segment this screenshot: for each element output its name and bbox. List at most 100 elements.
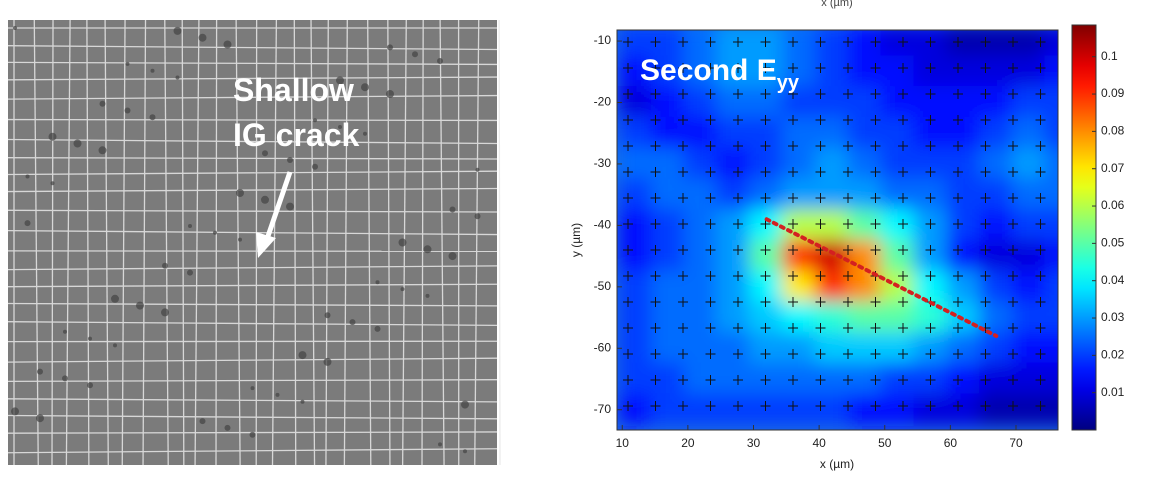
x-tick-label: 20 [681,436,695,450]
heat-cell [848,240,883,273]
micro-spot [224,41,232,49]
heat-cell [946,363,981,396]
micro-spot [399,239,407,247]
heat-cell [946,332,981,365]
heat-cell [782,178,817,211]
heat-cell [782,209,817,242]
micro-spot [476,168,480,172]
micro-spot [74,140,82,148]
colorbar-tick-label: 0.04 [1101,273,1125,287]
heat-cell [913,332,948,365]
micro-spot [238,238,242,242]
heat-cell [880,332,915,365]
heat-cell [651,393,686,426]
heat-cell [651,301,686,334]
heat-cell [749,209,784,242]
micro-spot [450,207,456,213]
micro-spot [324,358,332,366]
micro-spot [36,414,44,422]
heat-cell [946,178,981,211]
heat-cell [651,209,686,242]
heat-cell [618,117,653,150]
heat-cell [716,209,751,242]
y-tick-label: -30 [594,156,612,170]
micro-spot [151,69,155,73]
y-tick-label: -40 [594,218,612,232]
heat-cell [618,393,653,426]
micro-spot [426,294,430,298]
heat-cell [979,117,1014,150]
micro-spot [25,220,31,226]
heat-cell [848,301,883,334]
annotation: Shallow [233,72,354,108]
heat-cell [979,86,1014,119]
heat-cell [716,178,751,211]
heat-cell [684,270,719,303]
heat-cell [684,301,719,334]
heat-cell [848,332,883,365]
heat-cell [749,117,784,150]
heat-cell [618,240,653,273]
heat-cell [880,178,915,211]
heat-cell [913,240,948,273]
micro-spot [301,400,305,404]
micro-spot [37,369,43,375]
heat-cell [651,240,686,273]
x-tick-label: 60 [944,436,958,450]
heat-cell [1012,363,1047,396]
heat-cell [618,270,653,303]
heat-cell [946,117,981,150]
micro-spot [475,213,481,219]
heat-cell [815,332,850,365]
x-tick-label: 30 [747,436,761,450]
micro-spot [386,90,394,98]
heat-cell [946,209,981,242]
heat-cell [979,363,1014,396]
micro-spot [188,224,192,228]
micro-spot [376,280,380,284]
micro-spot [213,231,217,235]
micro-spot [99,146,107,154]
micro-spot [225,425,231,431]
micro-spot [375,326,381,332]
heat-cell [716,332,751,365]
micro-spot [199,34,207,42]
micro-spot [438,442,442,446]
heat-cell [749,301,784,334]
heat-cell [1012,86,1047,119]
heat-cell [618,209,653,242]
y-tick-label: -20 [594,95,612,109]
heat-cell [716,148,751,181]
micro-spot [125,108,131,114]
micro-spot [437,58,443,64]
micro-spot [387,44,393,50]
heat-cell [716,240,751,273]
micro-spot [13,26,17,30]
colorbar-tick-label: 0.1 [1101,49,1118,63]
heat-cell [782,270,817,303]
micro-spot [251,386,255,390]
y-tick-label: -60 [594,340,612,354]
heat-cell [716,363,751,396]
micro-spot [361,83,369,91]
micro-spot [312,164,318,170]
heat-cell [716,393,751,426]
micro-spot [49,133,57,141]
heat-cell [848,55,883,88]
heat-cell [749,240,784,273]
micro-spot [88,337,92,341]
title-main: Second E [640,54,777,87]
heat-cell [651,363,686,396]
heat-cell [1012,209,1047,242]
heat-cell [848,117,883,150]
heat-cell [848,178,883,211]
heat-cell [716,270,751,303]
heat-cell [749,148,784,181]
heat-cell [749,363,784,396]
heat-cell [848,86,883,119]
heat-cell [1012,148,1047,181]
micro-spot [325,312,331,318]
title-subscript: yy [777,72,800,94]
heat-cell [848,148,883,181]
